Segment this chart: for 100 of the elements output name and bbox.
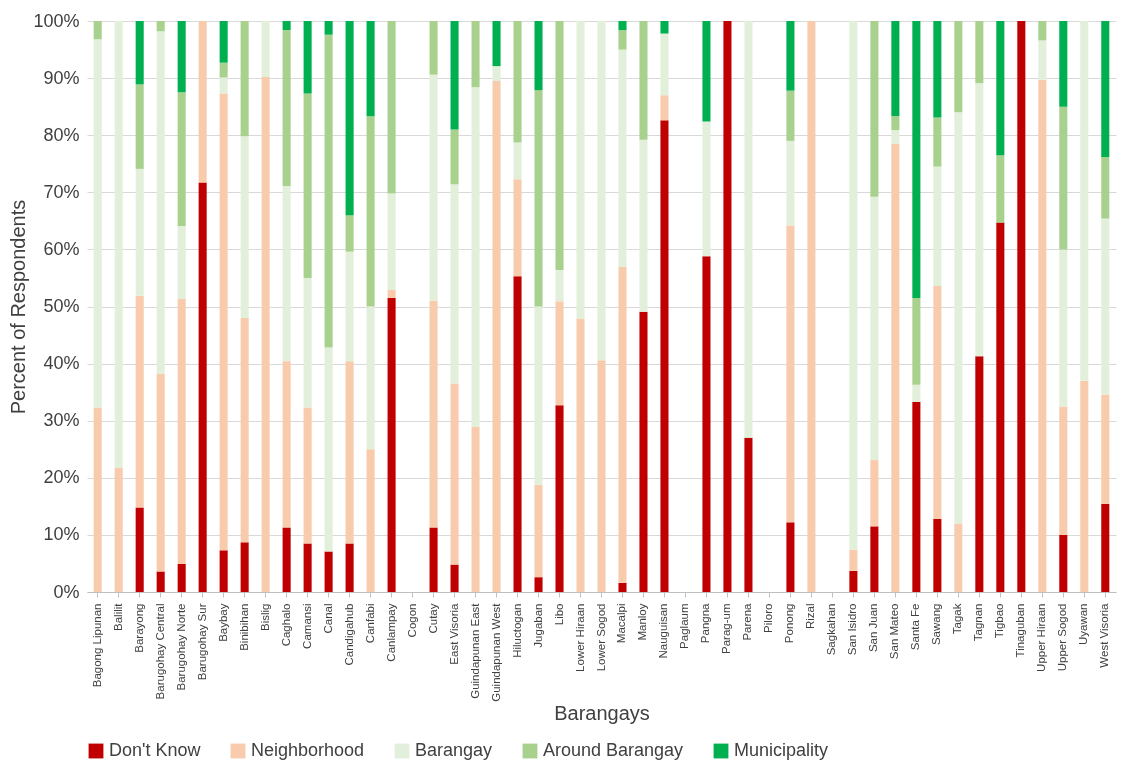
bar bbox=[219, 77, 228, 94]
y-tick-label: 60% bbox=[43, 238, 80, 259]
bar bbox=[849, 570, 858, 592]
bar bbox=[156, 31, 165, 374]
bar bbox=[660, 33, 669, 96]
x-tick-label: Guindapunan East bbox=[468, 602, 481, 699]
x-tick-label: Caghalo bbox=[279, 603, 292, 647]
bar bbox=[618, 30, 627, 50]
bar bbox=[450, 564, 459, 592]
bar bbox=[954, 112, 963, 524]
x-tick-label: Lower Sogod bbox=[594, 603, 607, 672]
x-tick-label: Barugohay Central bbox=[153, 603, 166, 700]
bar bbox=[954, 523, 963, 592]
bar bbox=[1038, 21, 1047, 41]
bar bbox=[387, 297, 396, 592]
bar bbox=[282, 361, 291, 528]
bar bbox=[870, 21, 879, 197]
bar bbox=[366, 21, 375, 117]
x-tick-label: Bagong Lipunan bbox=[90, 603, 103, 688]
legend-label: Municipality bbox=[734, 740, 829, 760]
bar bbox=[1017, 21, 1026, 592]
bar bbox=[219, 93, 228, 551]
y-tick-label: 100% bbox=[33, 10, 80, 31]
x-tick-label: Upper Sogod bbox=[1056, 603, 1069, 672]
bar bbox=[786, 90, 795, 141]
bar bbox=[177, 299, 186, 565]
bar bbox=[156, 21, 165, 32]
x-tick-label: Upper Hiraan bbox=[1035, 603, 1048, 672]
bar bbox=[1038, 40, 1047, 80]
x-tick-label: Sawang bbox=[930, 603, 943, 646]
bar bbox=[471, 87, 480, 427]
bar bbox=[849, 21, 858, 550]
bar bbox=[660, 21, 669, 34]
bar bbox=[492, 66, 501, 81]
bar bbox=[219, 62, 228, 78]
bar bbox=[156, 373, 165, 572]
x-tick-label: Pangna bbox=[699, 602, 712, 644]
bar bbox=[891, 21, 900, 117]
bar bbox=[576, 21, 585, 319]
x-tick-label: West Visoria bbox=[1098, 602, 1111, 668]
bar bbox=[975, 21, 984, 84]
bar bbox=[513, 21, 522, 143]
y-tick-label: 50% bbox=[43, 296, 80, 316]
bar bbox=[702, 21, 711, 122]
y-axis-title: Percent of Respondents bbox=[7, 199, 30, 415]
x-tick-label: Nauguisan bbox=[657, 603, 670, 659]
bar bbox=[1059, 534, 1068, 592]
bar bbox=[1101, 218, 1110, 395]
bar bbox=[933, 518, 942, 592]
bar bbox=[135, 507, 144, 592]
bar bbox=[198, 21, 207, 183]
x-tick-label: Tagak bbox=[951, 603, 964, 635]
y-tick-label: 40% bbox=[43, 353, 80, 374]
bar bbox=[429, 300, 438, 528]
bar bbox=[933, 166, 942, 286]
bar bbox=[1080, 21, 1089, 381]
bar bbox=[891, 116, 900, 131]
bar bbox=[744, 437, 753, 592]
bar bbox=[492, 21, 501, 67]
x-tick-label: Tagnan bbox=[972, 603, 985, 642]
bar bbox=[324, 21, 333, 35]
x-tick-label: Cogon bbox=[405, 603, 418, 638]
bar bbox=[555, 405, 564, 592]
bar bbox=[618, 267, 627, 583]
bar bbox=[387, 193, 396, 290]
x-tick-label: Lower Hiraan bbox=[573, 603, 586, 672]
bar bbox=[114, 468, 123, 592]
bar bbox=[219, 21, 228, 63]
bar bbox=[387, 289, 396, 298]
x-tick-label: Binibihan bbox=[237, 603, 250, 651]
bar bbox=[261, 76, 270, 592]
bar bbox=[240, 136, 249, 318]
x-tick-label: Guindapunan West bbox=[489, 602, 502, 702]
bar bbox=[1059, 21, 1068, 107]
bar bbox=[240, 542, 249, 592]
bar bbox=[513, 276, 522, 592]
bar bbox=[240, 21, 249, 137]
y-tick-label: 30% bbox=[43, 410, 80, 431]
bar bbox=[261, 21, 270, 77]
y-tick-label: 20% bbox=[43, 467, 80, 488]
x-tick-label: Santa Fe bbox=[909, 603, 922, 651]
x-tick-label: Barugohay Norte bbox=[174, 603, 187, 691]
bar bbox=[534, 484, 543, 578]
bar bbox=[177, 21, 186, 93]
bar bbox=[219, 550, 228, 592]
bar bbox=[303, 407, 312, 544]
x-tick-label: Manloy bbox=[636, 603, 649, 641]
bar bbox=[660, 95, 669, 121]
bar bbox=[345, 251, 354, 362]
bar bbox=[933, 285, 942, 519]
bar bbox=[912, 21, 921, 298]
bar bbox=[198, 182, 207, 592]
bar bbox=[891, 143, 900, 592]
bar bbox=[135, 21, 144, 85]
x-tick-label: Canfabi bbox=[363, 603, 376, 644]
x-tick-label: Parena bbox=[741, 602, 754, 641]
bar bbox=[1059, 106, 1068, 250]
bar bbox=[597, 21, 606, 361]
x-tick-label: Uyawan bbox=[1077, 603, 1090, 646]
bar bbox=[366, 116, 375, 307]
